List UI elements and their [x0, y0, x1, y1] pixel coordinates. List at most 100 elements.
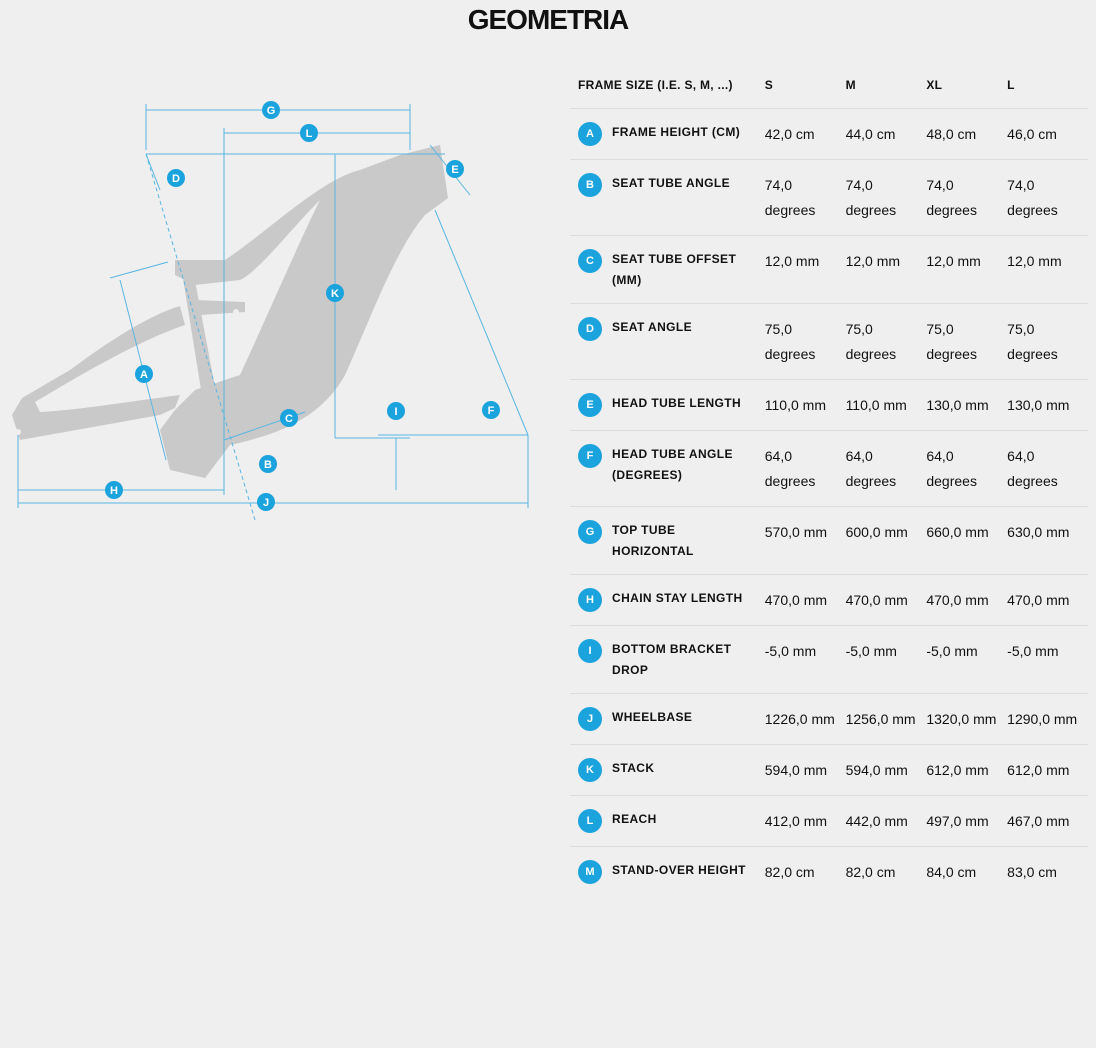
header-size-l: L	[1007, 78, 1015, 92]
badge-b: B	[259, 455, 277, 473]
svg-text:I: I	[394, 406, 397, 418]
header-size-xl: XL	[926, 78, 943, 92]
size-value-cell: 44,0 cm	[845, 108, 927, 160]
table-row: B SEAT TUBE ANGLE 74,0 degrees 74,0 degrees…	[570, 159, 1088, 236]
size-value-cell: 1256,0 mm	[845, 693, 927, 745]
row-label: H CHAIN STAY LENGTH	[578, 588, 765, 612]
svg-text:C: C	[285, 413, 293, 425]
row-label: L REACH	[578, 809, 765, 833]
dimension-label: HEAD TUBE LENGTH	[612, 396, 742, 410]
row-label-cell: G TOP TUBE HORIZONTAL	[570, 506, 765, 575]
size-value-cell: 470,0 mm	[926, 574, 1008, 626]
table-row: M STAND-OVER HEIGHT 82,0 cm 82,0 cm 84,0 cm 8…	[570, 846, 1088, 897]
size-value-cell: 612,0 mm	[1007, 744, 1088, 796]
size-value-cell: 84,0 cm	[926, 846, 1008, 897]
size-value-cell: 74,0 degrees	[764, 159, 846, 236]
row-label-cell: I BOTTOM BRACKET DROP	[570, 625, 765, 694]
dimension-code-badge: K	[578, 758, 602, 782]
dimension-label: FRAME HEIGHT (CM)	[612, 125, 741, 139]
size-value-cell: -5,0 mm	[845, 625, 927, 694]
size-value-cell: 12,0 mm	[845, 235, 927, 304]
size-value-cell: 46,0 cm	[1007, 108, 1088, 160]
dimension-label: REACH	[612, 812, 657, 826]
size-value-cell: 594,0 mm	[845, 744, 927, 796]
dimension-code-badge: E	[578, 393, 602, 417]
row-label: J WHEELBASE	[578, 707, 765, 731]
table-body: A FRAME HEIGHT (CM) 42,0 cm 44,0 cm 48,0 cm 4…	[570, 108, 1088, 897]
row-label-cell: L REACH	[570, 795, 765, 847]
row-label: M STAND-OVER HEIGHT	[578, 860, 765, 884]
row-label: A FRAME HEIGHT (CM)	[578, 122, 765, 146]
row-label-cell: E HEAD TUBE LENGTH	[570, 379, 765, 431]
size-value-cell: 42,0 cm	[764, 108, 846, 160]
badge-l: L	[300, 124, 318, 142]
size-value-cell: 74,0 degrees	[926, 159, 1008, 236]
size-value-cell: 83,0 cm	[1007, 846, 1088, 897]
size-value-cell: 75,0 degrees	[926, 303, 1008, 380]
badge-k: K	[326, 284, 344, 302]
size-value-cell: 497,0 mm	[926, 795, 1008, 847]
table-row: C SEAT TUBE OFFSET (MM) 12,0 mm 12,0 mm 12,0…	[570, 235, 1088, 304]
svg-text:F: F	[488, 405, 495, 417]
size-value-cell: -5,0 mm	[926, 625, 1008, 694]
badge-i: I	[387, 402, 405, 420]
size-value-cell: 12,0 mm	[764, 235, 846, 304]
header-size-s: S	[764, 78, 774, 92]
dimension-code-badge: C	[578, 249, 602, 273]
size-value-cell: 470,0 mm	[845, 574, 927, 626]
svg-text:D: D	[172, 173, 180, 185]
row-label-cell: F HEAD TUBE ANGLE (DEGREES)	[570, 430, 765, 507]
dimension-label: STACK	[612, 761, 655, 775]
table-row: J WHEELBASE 1226,0 mm 1256,0 mm 1320,0 mm 129…	[570, 693, 1088, 745]
size-value-cell: 75,0 degrees	[845, 303, 927, 380]
dimension-label: SEAT ANGLE	[612, 320, 693, 334]
table-row: H CHAIN STAY LENGTH 470,0 mm 470,0 mm 470,0 …	[570, 574, 1088, 626]
geometry-table: FRAME SIZE (I.E. S, M, ...) S M XL L A FR…	[570, 62, 1088, 897]
row-label: D SEAT ANGLE	[578, 317, 765, 341]
bike-frame-silhouette	[12, 145, 448, 478]
dimension-label: WHEELBASE	[612, 710, 693, 724]
badge-j: J	[257, 493, 275, 511]
row-label: I BOTTOM BRACKET DROP	[578, 639, 765, 681]
size-value-cell: 630,0 mm	[1007, 506, 1088, 575]
dimension-code-badge: D	[578, 317, 602, 341]
svg-text:L: L	[306, 128, 313, 140]
dimension-code-badge: J	[578, 707, 602, 731]
badge-d: D	[167, 169, 185, 187]
svg-text:H: H	[110, 485, 118, 497]
row-label: E HEAD TUBE LENGTH	[578, 393, 765, 417]
size-value-cell: 74,0 degrees	[1007, 159, 1088, 236]
size-value-cell: 612,0 mm	[926, 744, 1008, 796]
size-value-cell: 130,0 mm	[1007, 379, 1088, 431]
table-header-row: FRAME SIZE (I.E. S, M, ...) S M XL L	[570, 62, 1088, 109]
svg-text:J: J	[263, 497, 269, 509]
size-value-cell: 75,0 degrees	[764, 303, 846, 380]
dimension-label: SEAT TUBE OFFSET (MM)	[612, 252, 737, 287]
svg-text:E: E	[451, 164, 458, 176]
row-label-cell: M STAND-OVER HEIGHT	[570, 846, 765, 897]
row-label-cell: B SEAT TUBE ANGLE	[570, 159, 765, 236]
dimension-label: CHAIN STAY LENGTH	[612, 591, 743, 605]
size-value-cell: 12,0 mm	[926, 235, 1008, 304]
row-label: K STACK	[578, 758, 765, 782]
row-label: B SEAT TUBE ANGLE	[578, 173, 765, 197]
size-value-cell: 110,0 mm	[764, 379, 846, 431]
size-value-cell: 64,0 degrees	[845, 430, 927, 507]
svg-text:B: B	[264, 459, 272, 471]
row-label-cell: C SEAT TUBE OFFSET (MM)	[570, 235, 765, 304]
row-label-cell: K STACK	[570, 744, 765, 796]
size-value-cell: 64,0 degrees	[1007, 430, 1088, 507]
svg-text:K: K	[331, 288, 339, 300]
size-value-cell: 82,0 cm	[845, 846, 927, 897]
dimension-code-badge: A	[578, 122, 602, 146]
size-value-cell: 412,0 mm	[764, 795, 846, 847]
badge-a: A	[135, 365, 153, 383]
size-value-cell: 48,0 cm	[926, 108, 1008, 160]
table-row: G TOP TUBE HORIZONTAL 570,0 mm 600,0 mm 660,…	[570, 506, 1088, 575]
row-label: F HEAD TUBE ANGLE (DEGREES)	[578, 444, 765, 486]
size-value-cell: 82,0 cm	[764, 846, 846, 897]
row-label: C SEAT TUBE OFFSET (MM)	[578, 249, 765, 291]
badge-g: G	[262, 101, 280, 119]
size-value-cell: -5,0 mm	[764, 625, 846, 694]
size-value-cell: 1290,0 mm	[1007, 693, 1088, 745]
